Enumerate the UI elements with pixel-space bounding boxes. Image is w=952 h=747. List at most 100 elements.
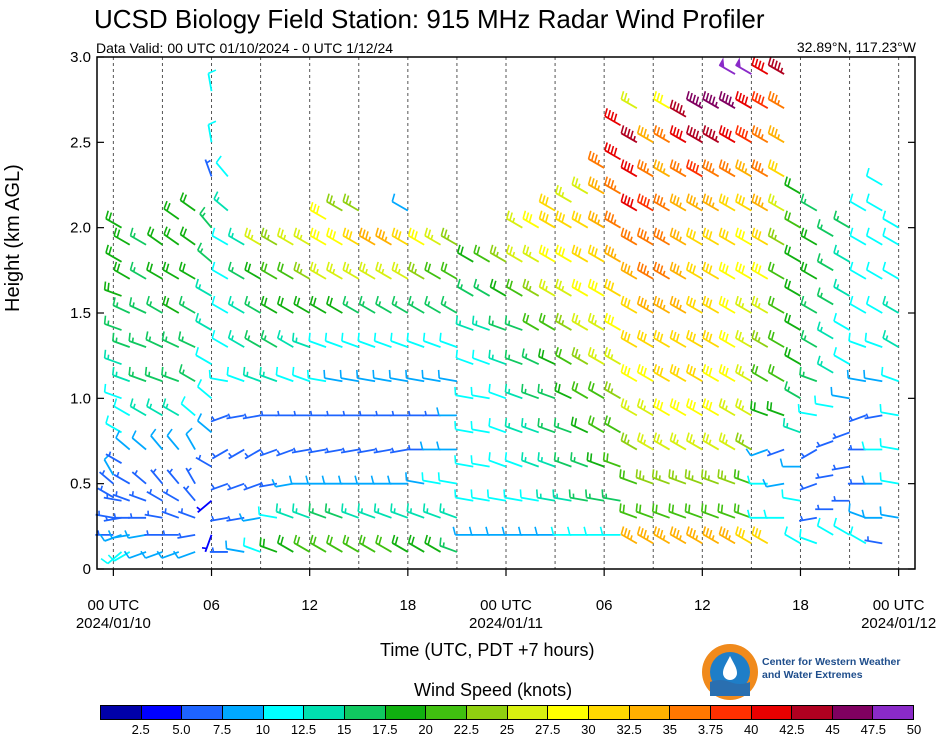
wind-barb [452, 526, 474, 536]
wind-barb [440, 227, 458, 246]
colorbar-segment [426, 706, 467, 719]
wind-barb [684, 469, 703, 485]
wind-barb [718, 261, 736, 280]
wind-barb [275, 503, 294, 519]
x-tick-label: 18 [399, 597, 416, 614]
wind-barb [702, 526, 720, 545]
wind-barb [636, 364, 654, 383]
wind-barb [782, 418, 801, 434]
colorbar-label: 15 [336, 722, 352, 737]
wind-barb [424, 261, 442, 280]
wind-barb [799, 366, 818, 383]
wind-barb [258, 410, 277, 417]
wind-barb [620, 227, 638, 246]
colorbar-label: 7.5 [213, 722, 232, 737]
wind-barb [651, 503, 670, 519]
wind-barb [537, 418, 556, 434]
wind-barb [882, 227, 900, 246]
wind-barb [587, 150, 605, 169]
wind-barb [103, 383, 122, 400]
wind-barb [372, 369, 392, 383]
wind-barb [321, 475, 343, 485]
colorbar-segment [832, 706, 874, 719]
wind-barb [602, 452, 621, 468]
y-tick-label: 1.5 [70, 305, 91, 322]
wind-barb [735, 398, 752, 417]
wind-barb [112, 491, 131, 502]
wind-barb [735, 125, 752, 144]
wind-barb [357, 503, 376, 519]
wind-barb [702, 227, 720, 246]
wind-barb [103, 315, 122, 331]
colorbar-label: 10 [255, 722, 271, 737]
colorbar-segment [304, 706, 345, 719]
wind-barb [767, 364, 785, 383]
wind-barb [767, 193, 785, 212]
wind-barb [454, 386, 474, 400]
wind-barb [751, 364, 769, 383]
wind-barb [865, 193, 883, 212]
wind-barb [140, 550, 163, 559]
wind-barb [735, 329, 752, 348]
wind-barb [210, 482, 229, 491]
wind-barb [406, 503, 425, 519]
wind-barb [797, 403, 817, 417]
wind-barb [863, 369, 883, 383]
wind-barb [684, 503, 703, 519]
wind-barb [341, 503, 360, 519]
wind-barb [669, 398, 687, 417]
wind-barb [799, 482, 818, 491]
wind-barb [324, 503, 343, 519]
wind-barb [831, 496, 850, 502]
wind-barb [700, 503, 719, 519]
wind-barb [326, 261, 343, 280]
wind-barb [163, 200, 180, 220]
wind-barb [439, 332, 458, 348]
wind-barb [227, 482, 245, 491]
wind-barb [326, 295, 343, 314]
wind-barb [354, 475, 376, 485]
wind-barb [424, 227, 442, 246]
wind-barb [390, 503, 409, 519]
wind-barb [177, 508, 196, 519]
wind-barb [735, 432, 752, 451]
wind-barb [702, 364, 720, 383]
wind-barb [583, 526, 605, 536]
wind-barb [225, 540, 245, 553]
colorbar-label: 25 [499, 722, 515, 737]
wind-barb [767, 56, 785, 75]
wind-barb [718, 398, 736, 417]
wind-barb [554, 382, 572, 400]
wind-barb [100, 551, 123, 565]
wind-barb [636, 261, 654, 280]
wind-barb [702, 329, 720, 348]
wind-barb [211, 227, 229, 246]
wind-barb [293, 227, 311, 246]
wind-barb [555, 210, 572, 229]
wind-barb [162, 488, 180, 502]
wind-barb [767, 227, 785, 246]
wind-barb [553, 452, 572, 468]
wind-barb [751, 56, 769, 75]
wind-barb [784, 381, 801, 400]
wind-barb [571, 278, 589, 297]
wind-barb [800, 227, 818, 246]
colorbar-segment [548, 706, 589, 719]
wind-barb [211, 295, 229, 314]
wind-barb [309, 201, 327, 220]
colorbar-label: 45 [825, 722, 840, 737]
x-tick-label: 12 [694, 597, 711, 614]
wind-barb [123, 550, 147, 559]
wind-barb [326, 227, 343, 246]
wind-barb [620, 295, 638, 314]
wind-barb [718, 329, 736, 348]
wind-barb [422, 410, 441, 417]
wind-barb [144, 366, 163, 383]
wind-barb [501, 526, 523, 536]
wind-barb [816, 321, 834, 340]
wind-barb [504, 418, 523, 434]
wind-barb [669, 329, 687, 348]
wind-barb [636, 329, 654, 348]
wind-barb [473, 278, 491, 297]
wind-barb [685, 432, 703, 451]
